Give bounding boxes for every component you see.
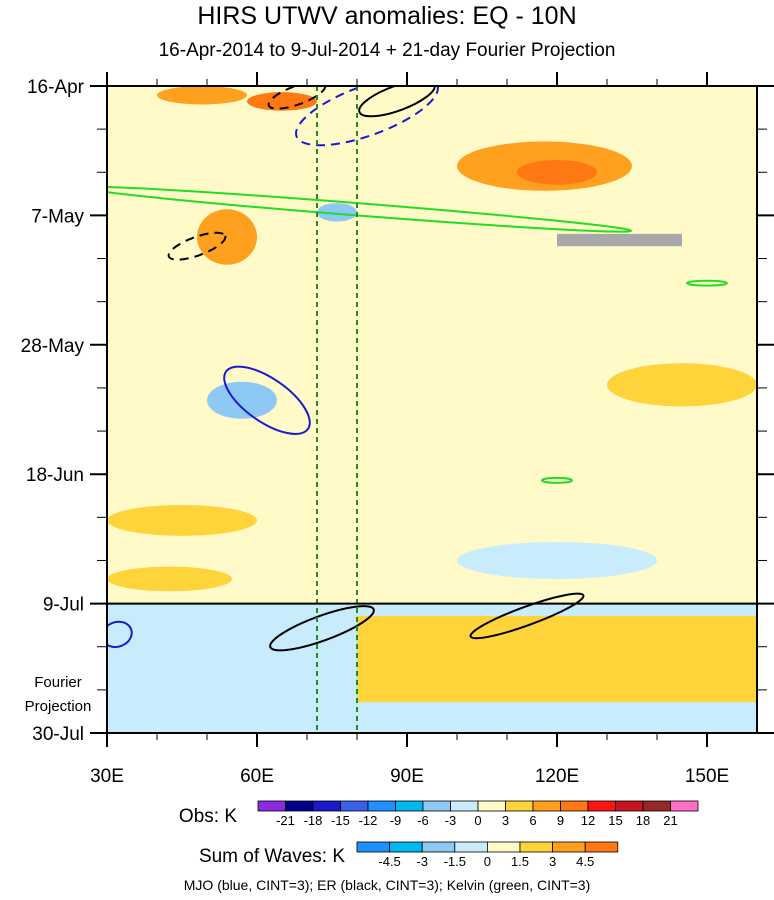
waves-color-box-1 (389, 841, 423, 853)
kelvin-contour-9 (541, 476, 573, 484)
obs-level-label-12: 15 (608, 813, 622, 828)
obs-level-label-2: -15 (331, 813, 350, 828)
x-tick-label-4: 150E (685, 766, 729, 787)
obs-color-box-3 (340, 800, 369, 812)
obs-level-label-8: 3 (502, 813, 509, 828)
obs-color-box-12 (587, 800, 616, 812)
waves-color-box-6 (552, 841, 586, 853)
waves-level-label-1: -3 (416, 854, 428, 869)
anomaly-region-0 (157, 86, 247, 105)
kelvin-contour-10 (686, 279, 728, 287)
plot-frame (106, 85, 758, 734)
projection-field-13 (357, 615, 757, 703)
obs-level-label-0: -21 (276, 813, 295, 828)
obs-color-box-5 (395, 800, 424, 812)
obs-level-label-4: -9 (390, 813, 402, 828)
mjo-contour-1 (223, 365, 311, 435)
waves-color-box-3 (454, 841, 488, 853)
y-tick-label-0: 16-Apr (27, 77, 85, 98)
anomaly-region-10 (457, 541, 657, 579)
obs-color-box-11 (560, 800, 589, 812)
waves-legend-title: Sum of Waves: K (199, 846, 345, 867)
er-contour-7 (469, 592, 585, 640)
obs-level-label-1: -18 (304, 813, 323, 828)
projection-label-0: Fourier (34, 674, 82, 691)
er-contour-6 (269, 605, 375, 652)
waves-level-label-5: 3 (549, 854, 556, 869)
er-contour-5 (167, 231, 227, 261)
waves-color-box-2 (421, 841, 456, 853)
y-tick-label-1: 7-May (31, 206, 84, 227)
obs-color-box-15 (670, 800, 699, 812)
obs-level-label-11: 12 (581, 813, 595, 828)
obs-legend-title: Obs: K (179, 806, 237, 827)
obs-color-box-6 (422, 800, 451, 812)
mjo-contour-2 (107, 620, 133, 649)
obs-color-box-13 (615, 800, 644, 812)
y-tick-label-2: 28-May (21, 336, 85, 357)
waves-color-box-7 (584, 841, 619, 853)
anomaly-region-5 (317, 203, 357, 222)
mjo-contour-0 (295, 86, 439, 147)
obs-color-box-0 (257, 800, 286, 812)
waves-level-label-0: -4.5 (378, 854, 400, 869)
obs-color-box-9 (505, 800, 534, 812)
projection-label-1: Projection (25, 698, 92, 715)
obs-level-label-13: 18 (636, 813, 650, 828)
anomaly-region-6 (207, 381, 277, 419)
obs-level-label-3: -12 (359, 813, 378, 828)
obs-level-label-5: -6 (417, 813, 429, 828)
waves-level-label-2: -1.5 (444, 854, 466, 869)
obs-color-box-4 (367, 800, 396, 812)
x-tick-label-2: 90E (390, 766, 424, 787)
waves-color-box-0 (356, 841, 390, 853)
obs-color-box-8 (477, 800, 506, 812)
waves-color-box-5 (519, 841, 553, 853)
anomaly-region-3 (517, 159, 597, 185)
waves-level-label-3: 0 (484, 854, 491, 869)
obs-level-label-14: 21 (663, 813, 677, 828)
obs-level-label-10: 9 (557, 813, 564, 828)
missing-data-11 (557, 233, 682, 247)
x-tick-label-1: 60E (240, 766, 274, 787)
obs-color-box-1 (285, 800, 314, 812)
x-tick-label-3: 120E (535, 766, 579, 787)
obs-level-label-7: 0 (474, 813, 481, 828)
anomaly-region-7 (107, 505, 257, 536)
y-tick-label-4: 9-Jul (43, 595, 84, 616)
obs-color-box-7 (450, 800, 479, 812)
anomaly-region-4 (197, 209, 257, 265)
anomaly-region-8 (107, 566, 232, 592)
waves-level-label-4: 1.5 (511, 854, 529, 869)
y-tick-label-3: 18-Jun (26, 465, 84, 486)
obs-color-box-10 (532, 800, 561, 812)
obs-level-label-9: 6 (529, 813, 536, 828)
obs-color-box-2 (312, 800, 341, 812)
chart-title: HIRS UTWV anomalies: EQ - 10N (197, 2, 577, 30)
waves-color-box-4 (486, 841, 521, 853)
waves-level-label-6: 4.5 (576, 854, 594, 869)
x-tick-label-0: 30E (90, 766, 124, 787)
anomaly-region-9 (607, 363, 757, 407)
obs-color-box-14 (642, 800, 671, 812)
wave-contour-note: MJO (blue, CINT=3); ER (black, CINT=3); … (183, 877, 591, 893)
y-tick-label-5: 30-Jul (32, 724, 84, 745)
chart-subtitle: 16-Apr-2014 to 9-Jul-2014 + 21-day Fouri… (158, 40, 616, 61)
anomaly-region-1 (247, 92, 317, 111)
obs-level-label-6: -3 (445, 813, 457, 828)
